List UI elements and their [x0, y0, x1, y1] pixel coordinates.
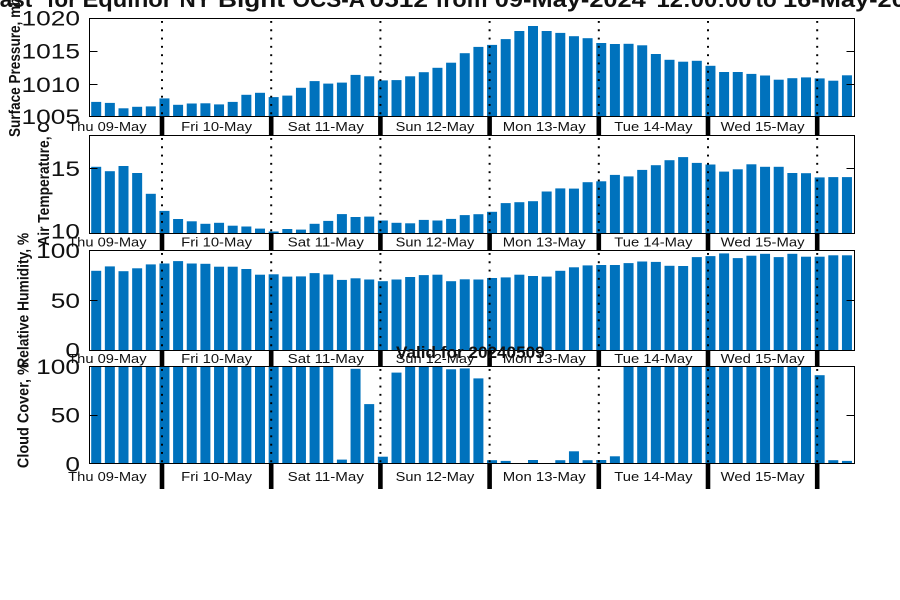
svg-text:Fri 10-May: Fri 10-May	[181, 119, 252, 134]
svg-text:Relative Humidity, %: Relative Humidity, %	[16, 233, 33, 368]
svg-text:Sat 11-May: Sat 11-May	[288, 469, 365, 484]
svg-text:Sat 11-May: Sat 11-May	[288, 119, 365, 134]
svg-text:Mon 13-May: Mon 13-May	[503, 351, 586, 366]
svg-text:12:00:00: 12:00:00	[657, 0, 752, 12]
svg-text:Mon 13-May: Mon 13-May	[503, 235, 586, 250]
svg-text:50: 50	[51, 290, 80, 313]
svg-text:Fri 10-May: Fri 10-May	[181, 469, 252, 484]
svg-text:NY: NY	[180, 0, 211, 12]
svg-text:Sun 12-May: Sun 12-May	[396, 469, 475, 484]
svg-text:Sun 12-May: Sun 12-May	[396, 119, 475, 134]
svg-text:Bight: Bight	[218, 0, 286, 12]
svg-text:Forecast: Forecast	[0, 0, 33, 12]
svg-text:Wed 15-May: Wed 15-May	[721, 119, 805, 134]
svg-text:from: from	[436, 0, 488, 12]
svg-text:Thu 09-May: Thu 09-May	[68, 469, 147, 484]
svg-text:Wed 15-May: Wed 15-May	[721, 351, 805, 366]
svg-text:Tue 14-May: Tue 14-May	[614, 235, 693, 250]
svg-text:10: 10	[51, 221, 80, 244]
svg-text:Valid for 20240509: Valid for 20240509	[396, 344, 545, 362]
svg-text:Tue 14-May: Tue 14-May	[614, 469, 693, 484]
svg-text:0512: 0512	[370, 0, 429, 12]
svg-text:0: 0	[65, 340, 80, 363]
svg-text:Mon 13-May: Mon 13-May	[503, 469, 586, 484]
svg-text:1010: 1010	[22, 74, 81, 97]
svg-text:Fri 10-May: Fri 10-May	[181, 235, 252, 250]
svg-text:1020: 1020	[22, 8, 81, 31]
svg-text:Air Temperature, C: Air Temperature, C	[36, 123, 53, 246]
svg-text:1005: 1005	[22, 106, 81, 129]
svg-text:Fri 10-May: Fri 10-May	[181, 351, 252, 366]
svg-text:Cloud Cover, %: Cloud Cover, %	[16, 362, 33, 468]
svg-text:to: to	[756, 0, 777, 12]
svg-text:Wed 15-May: Wed 15-May	[721, 469, 805, 484]
svg-text:15: 15	[51, 158, 80, 181]
svg-text:Sat 11-May: Sat 11-May	[288, 351, 365, 366]
svg-text:Tue 14-May: Tue 14-May	[614, 351, 693, 366]
svg-text:1015: 1015	[22, 41, 81, 64]
svg-text:Sun 12-May: Sun 12-May	[396, 351, 475, 366]
svg-text:Thu 09-May: Thu 09-May	[68, 351, 147, 366]
svg-text:0: 0	[65, 453, 80, 476]
svg-text:09-May-2024: 09-May-2024	[495, 0, 647, 12]
svg-text:Mon 13-May: Mon 13-May	[503, 119, 586, 134]
svg-text:for: for	[47, 0, 77, 12]
svg-text:Equinor: Equinor	[83, 0, 173, 12]
svg-text:16-May-2024: 16-May-2024	[783, 0, 900, 12]
svg-text:Wed 15-May: Wed 15-May	[721, 235, 805, 250]
svg-text:100: 100	[36, 356, 80, 379]
svg-text:Tue 14-May: Tue 14-May	[614, 119, 693, 134]
svg-text:100: 100	[36, 240, 80, 263]
svg-text:Sat 11-May: Sat 11-May	[288, 235, 365, 250]
svg-text:50: 50	[51, 405, 80, 428]
svg-text:Surface Pressure, mb: Surface Pressure, mb	[7, 0, 24, 137]
svg-text:Thu 09-May: Thu 09-May	[68, 235, 147, 250]
svg-text:OCS-A: OCS-A	[293, 0, 366, 12]
svg-text:Sun 12-May: Sun 12-May	[396, 235, 475, 250]
svg-text:Thu 09-May: Thu 09-May	[68, 119, 147, 134]
